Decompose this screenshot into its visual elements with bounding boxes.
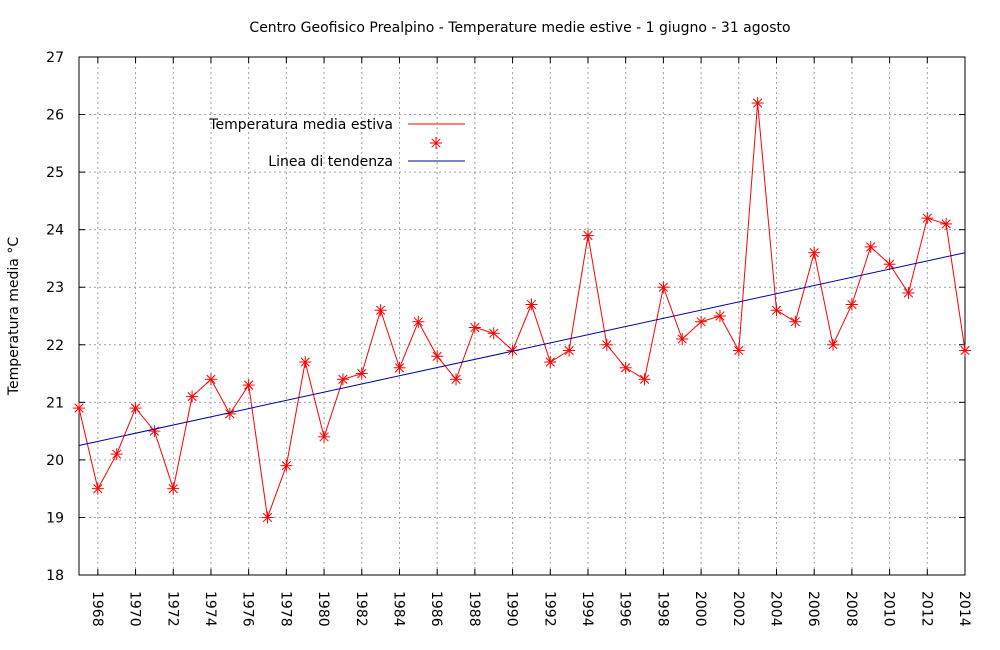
data-point (299, 356, 312, 369)
x-tick-label: 1986 (428, 591, 444, 627)
x-tick-label: 2004 (767, 591, 783, 627)
data-point (563, 344, 576, 357)
x-tick-label: 2012 (918, 591, 934, 627)
data-point (242, 379, 255, 392)
data-point (544, 356, 557, 369)
y-tick-label: 24 (46, 223, 64, 239)
x-tick-label: 1980 (315, 591, 331, 627)
data-point (789, 315, 802, 328)
data-point (657, 281, 670, 294)
data-point (827, 338, 840, 351)
data-point (808, 246, 821, 259)
data-point (732, 344, 745, 357)
data-point (374, 304, 387, 317)
data-point (921, 212, 934, 225)
x-tick-label: 1998 (654, 591, 670, 627)
x-tick-label: 2006 (805, 591, 821, 627)
data-point (148, 425, 161, 438)
x-tick-label: 1988 (466, 591, 482, 627)
data-point (73, 402, 85, 415)
data-point (468, 321, 481, 334)
data-point (431, 350, 444, 363)
data-point (355, 367, 368, 380)
data-point (600, 338, 613, 351)
x-tick-label: 1994 (579, 591, 595, 627)
data-point (336, 373, 349, 386)
x-tick-labels: 1968 1970 1972 1974 1976 1978 1980 1982 1984 1986… (89, 591, 972, 627)
data-point (261, 511, 274, 524)
data-point (186, 390, 199, 403)
x-tick-label: 1978 (277, 591, 293, 627)
data-point (751, 97, 764, 110)
y-tick-label: 20 (46, 453, 64, 469)
x-tick-label: 1976 (240, 591, 256, 627)
series-line-temperature (78, 102, 966, 518)
data-point (864, 240, 877, 253)
data-point (129, 402, 142, 415)
axis-ticks (79, 56, 966, 576)
data-point (883, 258, 896, 271)
legend-label-trend: Linea di tendenza (268, 154, 393, 170)
x-tick-label: 2002 (730, 591, 746, 627)
data-point (845, 298, 858, 311)
x-tick-label: 2000 (692, 591, 708, 627)
data-point (450, 373, 463, 386)
y-tick-label: 22 (46, 338, 64, 354)
data-point (770, 304, 783, 317)
data-point (110, 448, 123, 461)
plot-frame (78, 56, 966, 576)
data-point (713, 310, 726, 322)
data-point (940, 217, 953, 230)
x-tick-label: 2008 (843, 591, 859, 627)
legend-label-temperature: Temperatura media estiva (208, 117, 393, 133)
y-tick-label: 25 (46, 165, 64, 181)
y-tick-label: 26 (46, 108, 64, 124)
series-line-trend (78, 252, 966, 446)
data-point (167, 482, 180, 495)
data-point (676, 333, 689, 346)
chart-title: Centro Geofisico Prealpino - Temperature… (249, 20, 790, 36)
y-axis-label: Temperatura media °C (6, 237, 22, 396)
legend-marker-temperature (430, 137, 442, 149)
x-tick-label: 1974 (202, 591, 218, 627)
data-point (619, 361, 632, 374)
data-point (91, 482, 104, 495)
x-tick-label: 1970 (127, 591, 143, 627)
x-tick-label: 1984 (390, 591, 406, 627)
y-tick-label: 27 (46, 50, 64, 66)
x-tick-label: 1996 (617, 591, 633, 627)
data-point (204, 373, 217, 386)
data-point (280, 459, 293, 472)
series-layer (73, 97, 971, 524)
data-point (525, 298, 538, 311)
data-point (393, 361, 406, 374)
legend: Temperatura media estiva Linea di tenden… (208, 117, 465, 170)
data-point (430, 137, 442, 149)
x-tick-label: 1968 (89, 591, 105, 627)
data-point (318, 430, 331, 443)
data-point (902, 286, 915, 299)
grid-lines (79, 57, 965, 575)
data-point (487, 327, 500, 340)
y-tick-label: 19 (46, 510, 64, 526)
data-point (581, 229, 594, 242)
x-tick-label: 1982 (353, 591, 369, 627)
y-tick-label: 23 (46, 280, 64, 296)
data-point (412, 315, 425, 328)
x-tick-label: 1972 (164, 591, 180, 627)
x-tick-label: 2010 (881, 591, 897, 627)
data-point (223, 407, 236, 420)
x-tick-label: 1992 (541, 591, 557, 627)
data-point (638, 373, 651, 386)
data-point (695, 315, 708, 328)
data-point (959, 344, 971, 357)
y-tick-label: 21 (46, 395, 64, 411)
y-tick-label: 18 (46, 568, 64, 584)
y-tick-labels: 18 19 20 21 22 23 24 25 26 27 (46, 50, 64, 584)
x-tick-label: 2014 (956, 591, 972, 627)
x-tick-label: 1990 (504, 591, 520, 627)
